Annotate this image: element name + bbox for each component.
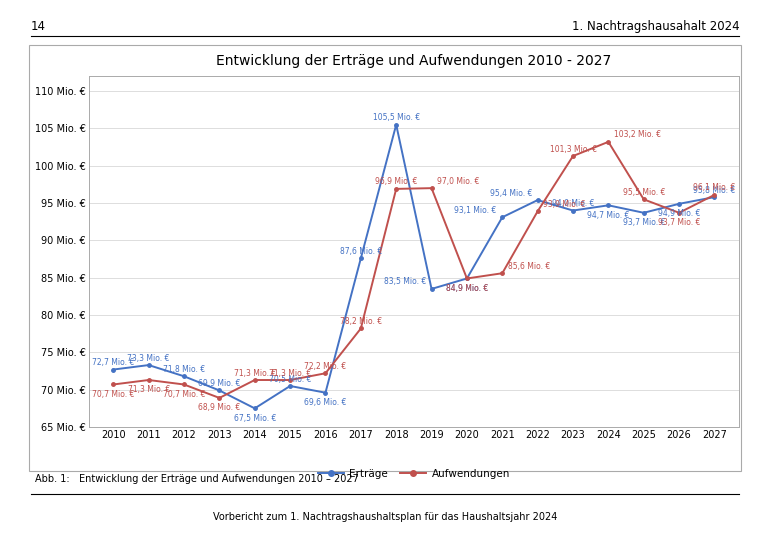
Legend: Erträge, Aufwendungen: Erträge, Aufwendungen <box>313 465 514 483</box>
Text: 96,1 Mio. €: 96,1 Mio. € <box>693 183 735 193</box>
Text: 87,6 Mio. €: 87,6 Mio. € <box>340 247 382 256</box>
Text: 70,7 Mio. €: 70,7 Mio. € <box>162 390 206 399</box>
Text: 78,2 Mio. €: 78,2 Mio. € <box>340 317 382 326</box>
Text: 95,5 Mio. €: 95,5 Mio. € <box>622 188 665 197</box>
Text: 72,7 Mio. €: 72,7 Mio. € <box>92 358 135 367</box>
Text: 69,9 Mio. €: 69,9 Mio. € <box>198 379 240 388</box>
Text: 71,3 Mio. €: 71,3 Mio. € <box>233 369 276 378</box>
Text: 71,3 Mio. €: 71,3 Mio. € <box>128 385 170 394</box>
Text: 105,5 Mio. €: 105,5 Mio. € <box>373 113 420 122</box>
Text: 14: 14 <box>31 20 45 33</box>
Text: 101,3 Mio. €: 101,3 Mio. € <box>550 145 597 153</box>
Text: 96,9 Mio. €: 96,9 Mio. € <box>375 177 417 187</box>
Text: 85,6 Mio. €: 85,6 Mio. € <box>508 262 550 271</box>
Text: 73,3 Mio. €: 73,3 Mio. € <box>128 354 170 363</box>
Text: 94,9 Mio. €: 94,9 Mio. € <box>658 209 700 218</box>
Text: 95,8 Mio. €: 95,8 Mio. € <box>693 186 735 195</box>
Text: 70,7 Mio. €: 70,7 Mio. € <box>92 390 135 399</box>
Text: 71,8 Mio. €: 71,8 Mio. € <box>163 365 205 374</box>
Text: 69,6 Mio. €: 69,6 Mio. € <box>304 398 346 407</box>
Text: 93,7 Mio. €: 93,7 Mio. € <box>622 218 665 227</box>
Text: 97,0 Mio. €: 97,0 Mio. € <box>437 177 480 186</box>
Text: 70,5 Mio. €: 70,5 Mio. € <box>269 374 311 384</box>
Text: 93,1 Mio. €: 93,1 Mio. € <box>454 206 497 215</box>
Text: 68,9 Mio. €: 68,9 Mio. € <box>198 403 240 412</box>
Bar <box>29 45 741 471</box>
Text: 93,9 Mio. €: 93,9 Mio. € <box>543 200 585 209</box>
Text: 71,3 Mio. €: 71,3 Mio. € <box>269 369 311 378</box>
Text: Vorbericht zum 1. Nachtragshaushaltsplan für das Haushaltsjahr 2024: Vorbericht zum 1. Nachtragshaushaltsplan… <box>213 512 557 522</box>
Text: 95,4 Mio. €: 95,4 Mio. € <box>490 189 532 197</box>
Text: 67,5 Mio. €: 67,5 Mio. € <box>233 413 276 423</box>
Text: 93,7 Mio. €: 93,7 Mio. € <box>658 218 700 227</box>
Text: Abb. 1:   Entwicklung der Erträge und Aufwendungen 2010 – 2027: Abb. 1: Entwicklung der Erträge und Aufw… <box>35 474 359 484</box>
Text: 84,9 Mio. €: 84,9 Mio. € <box>446 284 488 293</box>
Text: 94,7 Mio. €: 94,7 Mio. € <box>588 211 630 220</box>
Text: 1. Nachtragshausahalt 2024: 1. Nachtragshausahalt 2024 <box>571 20 739 33</box>
Title: Entwicklung der Erträge und Aufwendungen 2010 - 2027: Entwicklung der Erträge und Aufwendungen… <box>216 54 611 68</box>
Text: 83,5 Mio. €: 83,5 Mio. € <box>383 277 426 287</box>
Text: 72,2 Mio. €: 72,2 Mio. € <box>304 362 346 371</box>
Text: 103,2 Mio. €: 103,2 Mio. € <box>614 131 661 139</box>
Text: 84,9 Mio. €: 84,9 Mio. € <box>446 284 488 293</box>
Text: 94,0 Mio. €: 94,0 Mio. € <box>552 199 594 208</box>
